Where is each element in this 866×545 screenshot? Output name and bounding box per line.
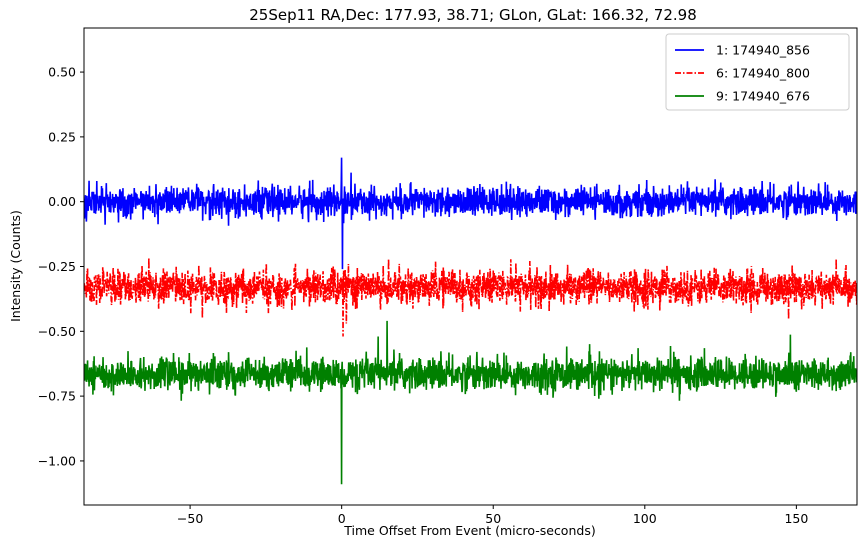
x-tick-label: 150: [784, 511, 808, 526]
y-tick-label: 0.50: [48, 65, 76, 80]
x-tick-label: −50: [177, 511, 203, 526]
x-axis-label: Time Offset From Event (micro-seconds): [343, 523, 595, 538]
series-line-2: [84, 257, 857, 337]
series-line-1: [84, 157, 857, 270]
x-tick-label: 100: [633, 511, 657, 526]
x-axis: −50 0 50 100 150: [177, 505, 808, 526]
legend-box: [665, 33, 850, 111]
series-line-3: [84, 320, 857, 485]
chart-title: 25Sep11 RA,Dec: 177.93, 38.71; GLon, GLa…: [249, 6, 696, 24]
y-axis: 0.50 0.25 0.00 −0.25 −0.50 −0.75 −1.00: [38, 65, 84, 468]
legend: 1: 174940_856 6: 174940_800 9: 174940_676: [665, 33, 850, 111]
y-tick-label: 0.25: [48, 129, 76, 144]
y-tick-label: −0.50: [38, 324, 76, 339]
y-axis-label: Intensity (Counts): [8, 210, 23, 322]
legend-label-1: 1: 174940_856: [716, 43, 810, 58]
legend-label-2: 6: 174940_800: [716, 66, 810, 81]
y-tick-label: −1.00: [38, 453, 76, 468]
y-tick-label: −0.75: [38, 389, 76, 404]
y-tick-label: −0.25: [38, 259, 76, 274]
legend-label-3: 9: 174940_676: [716, 89, 810, 104]
x-tick-label: 50: [485, 511, 501, 526]
x-tick-label: 0: [338, 511, 346, 526]
y-tick-label: 0.00: [48, 194, 76, 209]
